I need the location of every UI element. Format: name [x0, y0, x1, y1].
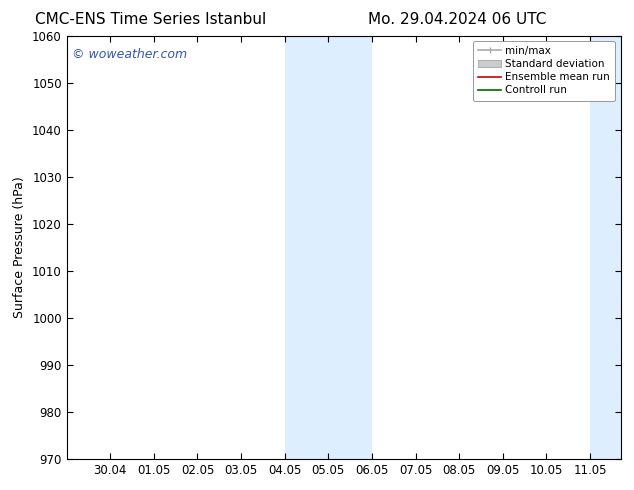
Text: Mo. 29.04.2024 06 UTC: Mo. 29.04.2024 06 UTC	[368, 12, 546, 27]
Y-axis label: Surface Pressure (hPa): Surface Pressure (hPa)	[13, 176, 27, 318]
Legend: min/max, Standard deviation, Ensemble mean run, Controll run: min/max, Standard deviation, Ensemble me…	[473, 41, 615, 100]
Text: CMC-ENS Time Series Istanbul: CMC-ENS Time Series Istanbul	[35, 12, 266, 27]
Bar	[590, 36, 621, 459]
Text: © woweather.com: © woweather.com	[72, 49, 187, 61]
Bar	[285, 36, 372, 459]
